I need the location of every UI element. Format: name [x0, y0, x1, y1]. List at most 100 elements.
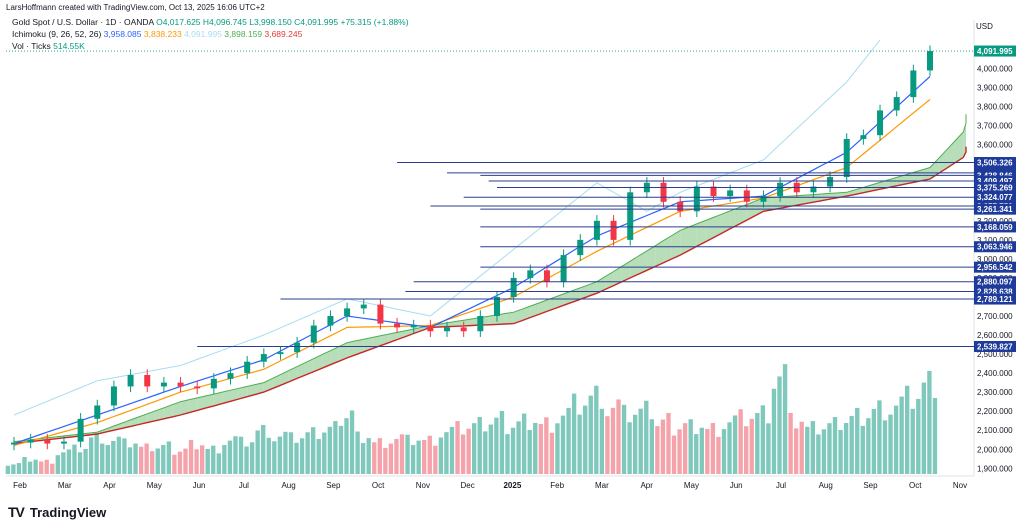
time-tick-label: Sep	[326, 481, 341, 490]
price-tick-label: 2,500.000	[977, 350, 1013, 359]
level-price-label: 3,506.326	[977, 159, 1013, 168]
time-tick-label: May	[684, 481, 699, 490]
volume-bar	[394, 438, 399, 474]
cloud-segment	[297, 362, 306, 379]
volume-bar	[283, 431, 288, 474]
volume-bar	[782, 364, 788, 474]
price-tick-label: 3,200.000	[977, 217, 1013, 226]
level-price-label: 2,539.827	[977, 342, 1013, 351]
candle-body	[727, 190, 734, 197]
level-price-label: 3,063.946	[977, 243, 1013, 252]
volume-bar	[483, 431, 488, 474]
cloud-segment	[646, 245, 656, 271]
cloud-segment	[305, 358, 314, 376]
candle-body	[877, 110, 884, 136]
candle-body	[427, 325, 434, 332]
volume-bar	[166, 441, 172, 474]
volume-bar	[644, 400, 649, 474]
candle-body	[810, 186, 817, 193]
volume-bar	[222, 445, 227, 474]
time-tick-label: Apr	[640, 481, 653, 490]
candle-body	[344, 308, 351, 317]
volume-bar	[322, 432, 327, 474]
volume-bar	[27, 461, 33, 474]
cloud-segment	[954, 132, 964, 163]
volume-bar	[199, 445, 205, 474]
price-tick-label: 4,000.000	[977, 65, 1013, 74]
volume-bar	[427, 435, 432, 474]
chart-legend: Gold Spot / U.S. Dollar · 1D · OANDA O4,…	[12, 16, 409, 52]
volume-bar	[588, 395, 593, 474]
cloud-segment	[721, 210, 731, 234]
candle-body	[543, 270, 550, 282]
volume-bar	[194, 449, 199, 474]
volume-bar	[494, 417, 499, 474]
candle-body	[743, 190, 750, 202]
volume-bar	[838, 430, 843, 474]
time-tick-label: Jul	[776, 481, 786, 490]
time-tick-label: Dec	[461, 481, 475, 490]
volume-bar	[305, 432, 310, 474]
time-tick-label: May	[147, 481, 162, 490]
volume-bar	[172, 454, 177, 474]
cloud-segment	[730, 207, 739, 229]
legend-volume-row[interactable]: Vol · Ticks 514.55K	[12, 40, 409, 52]
volume-bar	[55, 455, 60, 474]
volume-bar	[544, 417, 549, 474]
volume-bar	[533, 422, 538, 474]
cloud-segment	[463, 318, 472, 326]
level-label-bg	[974, 261, 1016, 273]
volume-bar	[855, 407, 860, 474]
time-tick-label: Nov	[416, 481, 430, 490]
volume-bar	[299, 438, 305, 474]
volume-bar	[843, 422, 849, 474]
volume-bar	[116, 436, 122, 474]
cloud-segment	[230, 388, 239, 402]
cloud-segment	[555, 293, 564, 309]
volume-bar	[44, 459, 49, 474]
cloud-segment	[663, 235, 672, 263]
volume-bar	[138, 446, 144, 474]
candle-body	[77, 418, 84, 442]
time-tick-label: Mar	[58, 481, 72, 490]
cloud-segment	[455, 320, 464, 327]
volume-bar	[560, 415, 566, 474]
candle-body	[177, 382, 184, 387]
volume-bar	[632, 414, 638, 474]
time-tick-label: Mar	[595, 481, 609, 490]
cloud-segment	[205, 394, 214, 409]
volume-bar	[33, 459, 38, 474]
chikou-span-line	[13, 39, 881, 416]
cloud-segment	[671, 230, 681, 259]
cloud-segment	[255, 382, 264, 395]
volume-bar	[510, 427, 516, 474]
cloud-segment	[780, 196, 789, 209]
candle-body	[843, 138, 850, 178]
candle-body	[910, 70, 917, 98]
volume-bar	[921, 382, 927, 474]
time-tick-label: Feb	[550, 481, 564, 490]
volume-bar	[338, 425, 344, 474]
level-label-bg	[974, 286, 1016, 298]
volume-bar	[538, 423, 543, 474]
senkou-span-a-line	[13, 114, 967, 443]
candle-body	[477, 316, 484, 332]
volume-bar	[249, 442, 255, 474]
volume-bar	[255, 430, 260, 474]
volume-bar	[88, 437, 94, 474]
volume-bar	[599, 408, 605, 474]
legend-ichimoku-row[interactable]: Ichimoku (9, 26, 52, 26) 3,958.085 3,838…	[12, 28, 409, 40]
volume-bar	[333, 421, 338, 474]
volume-bar	[766, 423, 771, 474]
tradingview-wordmark: TradingView	[29, 504, 107, 520]
volume-bar	[383, 447, 388, 474]
cloud-segment	[338, 342, 348, 362]
candle-body	[510, 277, 517, 297]
volume-bar	[721, 429, 727, 474]
cloud-segment	[888, 177, 897, 188]
volume-bar	[805, 426, 810, 474]
symbol-title: Gold Spot / U.S. Dollar · 1D · OANDA	[12, 17, 154, 27]
legend-symbol-row[interactable]: Gold Spot / U.S. Dollar · 1D · OANDA O4,…	[12, 16, 409, 28]
last-price-label: 4,091.995	[977, 47, 1013, 56]
